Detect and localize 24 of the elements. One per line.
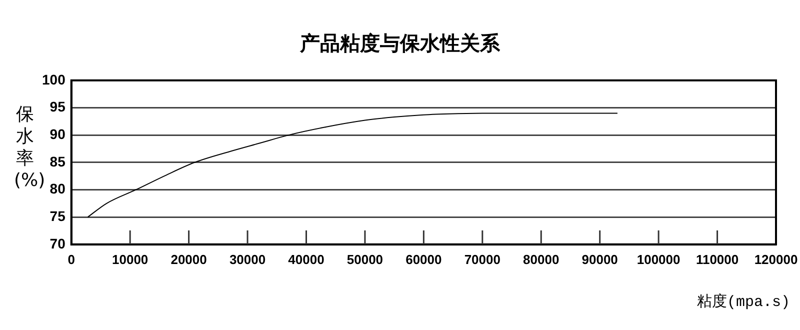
y-axis-title: 保水率(%) <box>14 104 46 192</box>
x-tick-label: 60000 <box>406 252 442 267</box>
x-tick-label: 120000 <box>754 252 798 267</box>
x-tick-label: 20000 <box>170 252 207 267</box>
x-tick-label: 70000 <box>464 252 500 267</box>
x-tick-label: 10000 <box>112 252 148 267</box>
x-tick-label: 40000 <box>288 252 324 267</box>
x-tick-label: 50000 <box>346 252 384 267</box>
x-tick-label: 0 <box>68 252 75 267</box>
line-series <box>87 112 618 218</box>
x-tick-label: 80000 <box>523 252 560 267</box>
y-tick-label: 100 <box>42 71 66 88</box>
y-tick-label: 95 <box>50 98 66 115</box>
y-tick-label: 85 <box>50 153 66 170</box>
y-tick-label: 80 <box>50 180 66 197</box>
x-tick-label: 110000 <box>696 252 739 267</box>
x-tick-label: 30000 <box>229 252 266 267</box>
y-tick-label: 70 <box>50 235 66 252</box>
x-tick-label: 90000 <box>582 252 618 267</box>
y-tick-label: 90 <box>50 126 66 142</box>
x-tick-label: 100000 <box>636 252 680 267</box>
chart-title: 产品粘度与保水性关系 <box>298 30 501 57</box>
x-axis-title: 粘度(mpa.s) <box>696 292 790 311</box>
y-tick-label: 75 <box>50 208 66 224</box>
